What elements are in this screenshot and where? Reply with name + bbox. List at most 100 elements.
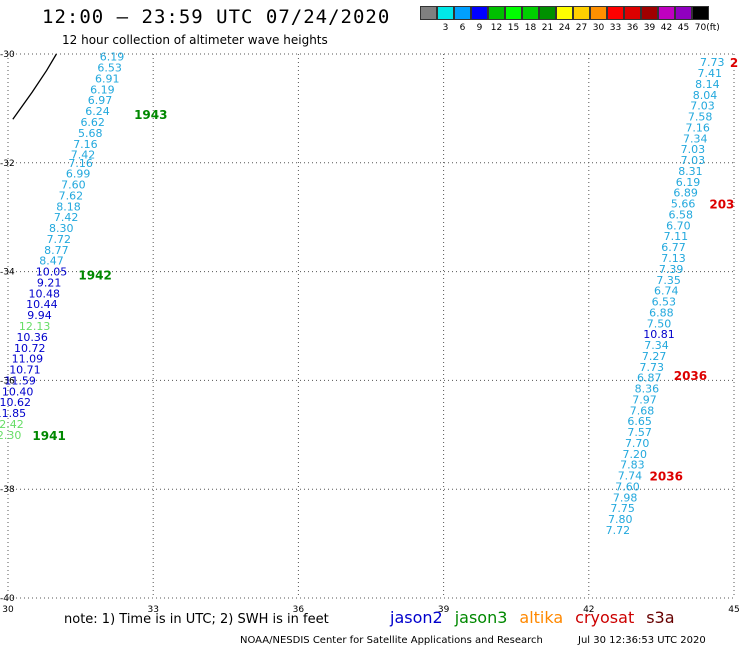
page-title: 12:00 – 23:59 UTC 07/24/2020 — [42, 6, 391, 28]
wave-height-point: 7.73 — [700, 56, 725, 69]
satellite-legend-item: jason2 — [390, 608, 443, 627]
scale-label: 70 — [694, 23, 707, 33]
wave-height-point: 10.81 — [643, 328, 675, 341]
scale-label: 21 — [541, 23, 554, 33]
wave-height-point: 7.34 — [644, 339, 669, 352]
scale-label: 12 — [490, 23, 503, 33]
wave-height-point: 7.98 — [613, 491, 638, 504]
wave-height-point: 7.16 — [73, 138, 98, 151]
wave-height-point: 12.30 — [0, 429, 21, 442]
wave-height-point: 6.74 — [654, 285, 679, 298]
wave-height-point: 6.53 — [652, 296, 677, 309]
wave-height-point: 11.09 — [12, 353, 44, 366]
wave-height-point: 7.03 — [681, 154, 706, 167]
satellite-legend: jason2 jason3 altika cryosat s3a — [390, 608, 687, 627]
wave-height-point: 7.72 — [606, 524, 631, 537]
scale-swatch — [437, 6, 454, 20]
wave-height-point: 10.44 — [26, 298, 58, 311]
scale-swatch — [471, 6, 488, 20]
wave-height-point: 6.58 — [669, 208, 694, 221]
wave-height-point: 12.13 — [19, 320, 51, 333]
scale-swatch — [573, 6, 590, 20]
wave-height-point: 8.31 — [678, 165, 703, 178]
track-time-label: 2036 — [650, 470, 683, 484]
scale-swatch — [522, 6, 539, 20]
wave-height-point: 8.04 — [693, 89, 718, 102]
scale-label: 18 — [524, 23, 537, 33]
scale-label: 39 — [643, 23, 656, 33]
lat-tick-label: -40 — [0, 594, 15, 604]
wave-height-point: 10.40 — [2, 385, 34, 398]
lon-tick-label: 45 — [728, 605, 739, 615]
scale-label: 15 — [507, 23, 520, 33]
wave-height-point: 10.36 — [16, 331, 48, 344]
wave-height-point: 6.19 — [100, 51, 125, 64]
wave-height-point: 8.14 — [695, 78, 720, 91]
wave-height-point: 8.77 — [44, 244, 69, 257]
wave-height-point: 5.66 — [671, 198, 696, 211]
wave-height-point: 6.87 — [637, 372, 662, 385]
wave-height-point: 7.03 — [690, 100, 715, 113]
wave-height-point: 7.39 — [659, 263, 684, 276]
lon-tick-label: 33 — [147, 605, 158, 615]
coastline — [12, 53, 57, 120]
wave-height-point: 6.89 — [673, 187, 698, 200]
wave-height-point: 6.53 — [97, 62, 122, 75]
scale-label: 3 — [442, 23, 449, 33]
wave-height-point: 7.20 — [623, 448, 648, 461]
wave-height-point: 7.11 — [664, 230, 689, 243]
scale-swatch — [539, 6, 556, 20]
wave-height-point: 10.72 — [14, 342, 46, 355]
wave-height-point: 7.58 — [688, 111, 713, 124]
lat-tick-label: -30 — [0, 50, 15, 60]
wave-height-point: 8.36 — [635, 383, 660, 396]
wave-height-point: 7.73 — [639, 361, 664, 374]
generated-timestamp: Jul 30 12:36:53 UTC 2020 — [578, 635, 706, 646]
satellite-legend-item: altika — [519, 608, 564, 627]
wave-height-point: 8.18 — [56, 200, 81, 213]
wave-height-point: 5.68 — [78, 127, 103, 140]
track-time-label: 1943 — [134, 108, 167, 122]
wave-height-point: 7.68 — [630, 404, 655, 417]
wave-height-point: 7.27 — [642, 350, 667, 363]
scale-label: 9 — [476, 23, 483, 33]
scale-swatch — [505, 6, 522, 20]
track-time-label: 2 — [730, 56, 738, 70]
wave-height-point: 6.99 — [66, 168, 91, 181]
lon-tick-label: 39 — [438, 605, 450, 615]
track-time-label: 203 — [709, 198, 734, 212]
scale-label: 6 — [459, 23, 466, 33]
wave-height-point: 7.16 — [685, 121, 710, 134]
wave-height-point: 7.75 — [610, 502, 635, 515]
scale-label: 30 — [592, 23, 605, 33]
wave-height-point: 6.70 — [666, 219, 691, 232]
track-time-label: 1941 — [32, 429, 65, 443]
track-time-label: 2036 — [674, 369, 707, 383]
wave-height-point: 6.88 — [649, 306, 674, 319]
wave-height-point: 10.62 — [0, 396, 31, 409]
lon-tick-label: 42 — [583, 605, 594, 615]
scale-swatch — [675, 6, 692, 20]
wave-height-point: 7.42 — [71, 149, 96, 162]
wave-height-point: 12.42 — [0, 418, 24, 431]
wave-height-point: 6.24 — [85, 105, 110, 118]
wave-height-point: 7.42 — [54, 211, 79, 224]
wave-height-point: 7.62 — [59, 189, 84, 202]
credit-line: NOAA/NESDIS Center for Satellite Applica… — [240, 635, 543, 646]
scale-swatch — [658, 6, 675, 20]
wave-height-point: 7.74 — [618, 470, 643, 483]
wave-height-point: 7.70 — [625, 437, 650, 450]
scale-label: 45 — [677, 23, 690, 33]
scale-swatch — [556, 6, 573, 20]
wave-height-point: 7.34 — [683, 132, 708, 145]
scale-label: 36 — [626, 23, 639, 33]
wave-height-point: 7.13 — [661, 252, 686, 265]
wave-height-point: 7.03 — [681, 143, 706, 156]
scale-swatch — [641, 6, 658, 20]
wave-height-point: 8.30 — [49, 222, 74, 235]
wave-height-point: 7.83 — [620, 459, 645, 472]
scale-label: 24 — [558, 23, 571, 33]
lat-tick-label: -32 — [0, 159, 15, 169]
lon-tick-label: 30 — [2, 605, 14, 615]
